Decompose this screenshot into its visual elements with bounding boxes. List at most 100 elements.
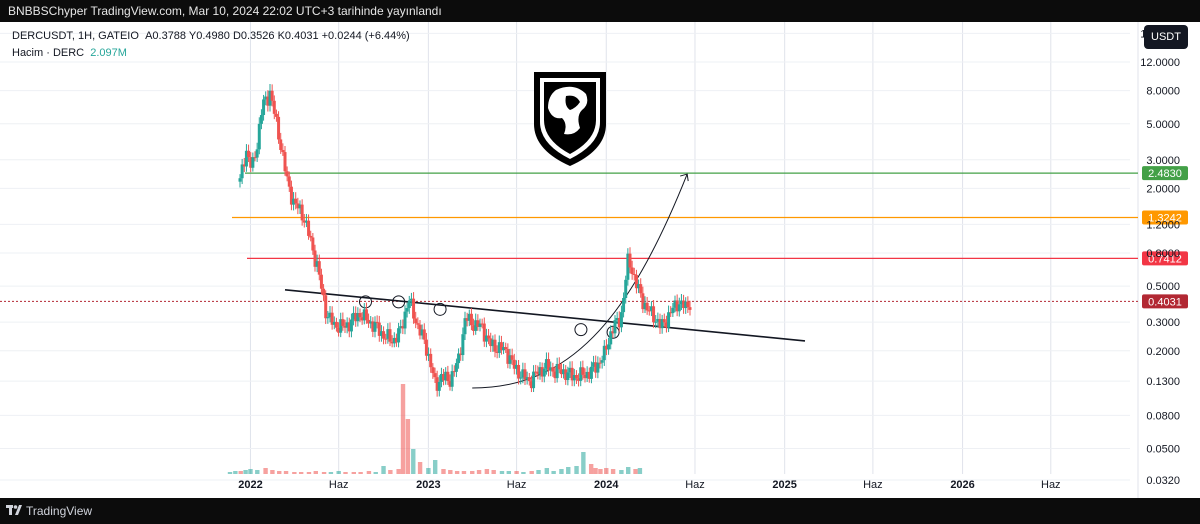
price-label-box xyxy=(1142,210,1188,225)
candle-body xyxy=(637,284,641,289)
candle-body xyxy=(544,359,548,369)
volume-bar xyxy=(499,471,505,474)
candle-body xyxy=(551,367,555,372)
candle-body xyxy=(684,301,688,309)
volume-bar xyxy=(619,470,624,474)
volume-bar xyxy=(381,466,386,474)
x-tick-label: Haz xyxy=(1041,479,1061,491)
candle-body xyxy=(649,306,653,311)
volume-bar xyxy=(544,468,550,474)
candle-body xyxy=(394,337,398,343)
candle-body xyxy=(362,309,366,321)
candle-body xyxy=(489,338,493,347)
candle-body xyxy=(279,139,283,151)
volume-bar xyxy=(227,472,233,474)
candle-body xyxy=(302,220,306,223)
candle-body xyxy=(298,204,302,209)
header-bar: BNBBSChyper TradingView.com, Mar 10, 202… xyxy=(0,0,1200,22)
candle-body xyxy=(424,339,428,356)
y-tick-label: 12.0000 xyxy=(1140,57,1180,69)
touch-circle xyxy=(606,325,620,339)
candle-body xyxy=(679,300,683,305)
candle-body xyxy=(654,321,658,323)
volume-bar xyxy=(432,460,438,474)
candle-body xyxy=(639,284,643,294)
candle-body xyxy=(645,302,649,311)
candle-body xyxy=(352,312,356,320)
candle-body xyxy=(510,355,514,360)
candle-body xyxy=(433,373,437,378)
x-tick-label: 2026 xyxy=(950,479,974,491)
symbol-label: DERCUSDT, 1H, GATEIO xyxy=(12,30,139,42)
volume-bar xyxy=(373,472,378,474)
volume-bar xyxy=(255,470,260,474)
currency-unit-button[interactable]: USDT xyxy=(1144,25,1188,49)
candle-body xyxy=(579,367,583,381)
price-label: 1.3242 xyxy=(1148,212,1182,224)
volume-bars xyxy=(227,384,643,474)
candle-body xyxy=(484,335,488,342)
volume-bar xyxy=(604,468,609,474)
candle-body xyxy=(497,342,501,353)
volume-bar xyxy=(417,462,423,474)
candle-body xyxy=(343,325,347,328)
candle-body xyxy=(626,253,630,280)
candle-body xyxy=(382,331,386,339)
candle-body xyxy=(536,371,540,375)
candle-body xyxy=(277,116,281,140)
volume-bar xyxy=(366,471,372,474)
candle-body xyxy=(508,355,512,364)
candle-body xyxy=(677,304,681,312)
volume-bar xyxy=(306,472,312,474)
candle-body xyxy=(469,313,473,326)
candle-body xyxy=(315,261,319,267)
candle-body xyxy=(292,198,296,205)
volume-bar xyxy=(263,468,268,474)
horse-logo-icon xyxy=(534,72,606,166)
candle-body xyxy=(664,322,668,328)
candle-body xyxy=(572,374,576,381)
candle-body xyxy=(491,339,495,347)
candle-body xyxy=(506,349,510,364)
candle-body xyxy=(662,319,666,323)
candle-body xyxy=(611,331,615,334)
candle-body xyxy=(647,310,651,312)
candle-body xyxy=(360,317,364,321)
current-price-box xyxy=(1142,294,1188,309)
volume-bar xyxy=(351,472,357,474)
volume-bar xyxy=(283,471,289,474)
candle-body xyxy=(283,152,287,172)
y-tick-label: 0.0320 xyxy=(1146,475,1180,487)
volume-bar xyxy=(598,469,603,474)
volume-bar xyxy=(529,471,534,474)
y-tick-label: 0.5000 xyxy=(1146,281,1180,293)
volume-bar xyxy=(506,471,511,474)
candle-body xyxy=(688,307,692,310)
volume-bar xyxy=(448,470,453,474)
candle-body xyxy=(268,90,272,106)
candle-body xyxy=(587,371,591,379)
candle-body xyxy=(397,328,401,343)
candle-body xyxy=(309,235,313,238)
candle-body xyxy=(574,374,578,379)
volume-bar xyxy=(551,471,556,474)
candle-body xyxy=(289,186,293,205)
candle-body xyxy=(304,220,308,223)
candle-body xyxy=(266,96,270,106)
candle-body xyxy=(287,176,291,187)
candle-body xyxy=(429,353,433,368)
price-label-box xyxy=(1142,166,1188,181)
candle-body xyxy=(330,312,334,325)
candle-body xyxy=(619,312,623,328)
x-axis: 2022 Haz 2023 Haz 2024 Haz 2025 Haz 2026 Haz xyxy=(238,479,1060,491)
candle-body xyxy=(624,279,628,298)
volume-bar xyxy=(461,471,467,474)
candle-body xyxy=(251,157,255,168)
candle-body xyxy=(459,353,463,356)
candle-body xyxy=(347,322,351,332)
candle-body xyxy=(682,300,686,309)
candle-body xyxy=(514,364,518,369)
candle-body xyxy=(238,178,242,182)
